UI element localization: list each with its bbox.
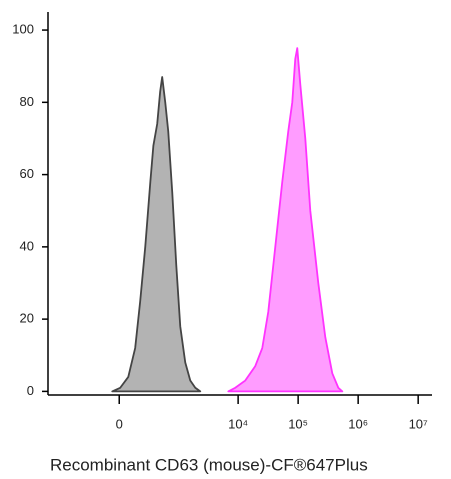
y-tick-label: 80 xyxy=(20,94,34,109)
x-tick-label: 10⁶ xyxy=(348,416,368,431)
x-tick-label: 10⁵ xyxy=(288,416,308,431)
x-tick-label: 10⁴ xyxy=(228,416,248,431)
y-tick-label: 100 xyxy=(12,22,34,37)
y-tick-label: 0 xyxy=(27,383,34,398)
histogram-area xyxy=(111,76,202,393)
x-axis-label: Recombinant CD63 (mouse)-CF®647Plus xyxy=(50,455,368,474)
histogram-area xyxy=(227,47,344,393)
x-tick-label: 10⁷ xyxy=(409,416,428,431)
y-tick-label: 40 xyxy=(20,238,34,253)
y-tick-label: 20 xyxy=(20,311,34,326)
y-tick-label: 60 xyxy=(20,166,34,181)
x-tick-label: 0 xyxy=(116,416,123,431)
